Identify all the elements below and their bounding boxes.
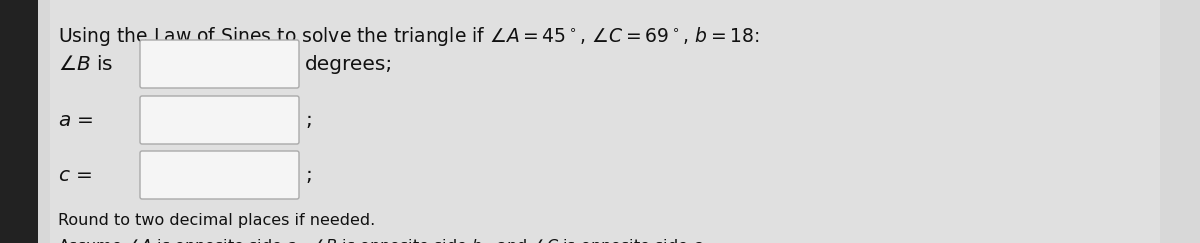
FancyBboxPatch shape: [140, 151, 299, 199]
Bar: [0, 0, 38, 243]
Text: Assume $\angle A$ is opposite side $a$,  $\angle B$ is opposite side $b$,  and $: Assume $\angle A$ is opposite side $a$, …: [58, 237, 707, 243]
FancyBboxPatch shape: [140, 96, 299, 144]
Text: $c$ =: $c$ =: [58, 165, 92, 184]
Text: ;: ;: [305, 111, 312, 130]
Text: ;: ;: [305, 165, 312, 184]
Text: Using the Law of Sines to solve the triangle if $\angle A = 45^\circ$, $\angle C: Using the Law of Sines to solve the tria…: [58, 25, 760, 48]
FancyBboxPatch shape: [140, 40, 299, 88]
Text: $a$ =: $a$ =: [58, 111, 94, 130]
Text: degrees;: degrees;: [305, 54, 394, 73]
Text: Round to two decimal places if needed.: Round to two decimal places if needed.: [58, 213, 376, 228]
Text: $\angle B$ is: $\angle B$ is: [58, 54, 113, 73]
